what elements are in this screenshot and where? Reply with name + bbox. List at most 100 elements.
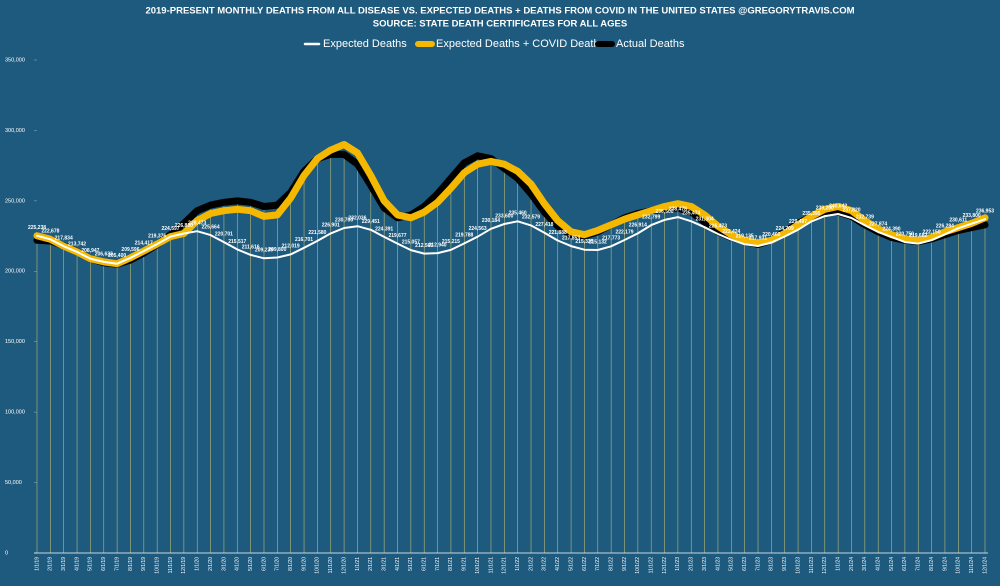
data-label: 217,773: [602, 236, 620, 242]
y-tick-label: 200,000: [5, 269, 25, 275]
data-label: 217,931: [749, 235, 767, 241]
data-label: 224,597: [161, 226, 179, 232]
x-tick-label: 2/1/20: [208, 557, 214, 571]
data-label: 211,616: [242, 244, 260, 250]
x-tick-label: 12/1/22: [662, 557, 668, 574]
data-label: 221,888: [549, 230, 567, 236]
x-tick-label: 12/1/19: [181, 557, 187, 574]
x-tick-label: 5/1/20: [248, 557, 254, 571]
x-tick-label: 6/1/23: [742, 557, 748, 571]
data-label: 230,700: [335, 217, 353, 223]
data-label: 214,417: [135, 240, 153, 246]
x-tick-label: 5/1/22: [568, 557, 574, 571]
x-tick-label: 6/1/22: [582, 557, 588, 571]
y-tick-label: 300,000: [5, 128, 25, 134]
data-label: 224,563: [469, 226, 487, 232]
x-tick-label: 8/1/24: [929, 557, 935, 571]
data-label: 225,238: [28, 225, 46, 231]
x-tick-label: 7/1/22: [595, 557, 601, 571]
x-tick-label: 6/1/20: [261, 557, 267, 571]
chart-subtitle: SOURCE: STATE DEATH CERTIFICATES FOR ALL…: [373, 19, 627, 30]
data-label: 222,424: [722, 229, 740, 235]
data-label: 226,284: [936, 224, 954, 230]
data-label: 224,391: [375, 226, 393, 232]
x-tick-label: 1/1/19: [34, 557, 40, 571]
x-tick-label: 8/1/19: [128, 557, 134, 571]
data-label: 213,742: [68, 241, 86, 247]
y-tick-label: 350,000: [5, 57, 25, 63]
x-tick-label: 4/1/20: [235, 557, 241, 571]
data-label: 240,642: [829, 203, 847, 209]
data-label: 233,800: [963, 213, 981, 219]
x-tick-label: 9/1/22: [622, 557, 628, 571]
data-label: 219,682: [909, 233, 927, 239]
data-label: 219,135: [736, 234, 754, 240]
x-tick-label: 3/1/19: [61, 557, 67, 571]
x-tick-label: 11/1/20: [328, 557, 334, 574]
x-tick-label: 9/1/20: [301, 557, 307, 571]
data-label: 220,750: [896, 231, 914, 237]
x-tick-label: 4/1/24: [876, 557, 882, 571]
data-label: 225,664: [202, 224, 220, 230]
x-tick-label: 7/1/20: [275, 557, 281, 571]
x-tick-label: 10/1/22: [635, 557, 641, 574]
data-label: 228,473: [188, 221, 206, 227]
x-tick-label: 10/1/23: [795, 557, 801, 574]
x-tick-label: 7/1/19: [114, 557, 120, 571]
x-tick-label: 3/1/23: [702, 557, 708, 571]
x-tick-label: 6/1/19: [101, 557, 107, 571]
data-label: 215,325: [575, 239, 593, 245]
x-tick-label: 11/1/23: [809, 557, 815, 574]
x-tick-label: 5/1/19: [88, 557, 94, 571]
x-tick-label: 9/1/19: [141, 557, 147, 571]
x-tick-label: 12/1/24: [982, 557, 988, 574]
y-tick-label: 150,000: [5, 339, 25, 345]
data-label: 232,799: [642, 214, 660, 220]
x-tick-label: 10/1/20: [315, 557, 321, 574]
data-label: 230,611: [949, 217, 967, 223]
x-tick-label: 12/1/21: [502, 557, 508, 574]
data-label: 226,914: [629, 223, 647, 229]
y-tick-label: 100,000: [5, 410, 25, 416]
x-tick-label: 1/1/21: [355, 557, 361, 571]
data-label: 215,132: [589, 239, 607, 245]
data-label: 215,057: [402, 239, 420, 245]
x-tick-label: 5/1/24: [889, 557, 895, 571]
legend-label: Expected Deaths: [323, 38, 407, 50]
data-label: 235,395: [802, 211, 820, 217]
series-line: [36, 213, 986, 265]
x-tick-label: 3/1/21: [381, 557, 387, 571]
data-label: 206,633: [95, 251, 113, 257]
x-tick-label: 6/1/21: [422, 557, 428, 571]
x-tick-label: 10/1/19: [154, 557, 160, 574]
x-tick-label: 9/1/21: [462, 557, 468, 571]
chart-title: 2019-PRESENT MONTHLY DEATHS FROM ALL DIS…: [145, 6, 854, 17]
x-tick-label: 9/1/24: [942, 557, 948, 571]
x-tick-label: 9/1/23: [782, 557, 788, 571]
data-label: 229,451: [362, 219, 380, 225]
x-tick-label: 11/1/24: [969, 557, 975, 574]
x-tick-label: 4/1/19: [74, 557, 80, 571]
legend-label: Actual Deaths: [616, 38, 685, 50]
data-label: 222,150: [923, 229, 941, 235]
x-tick-label: 3/1/24: [862, 557, 868, 571]
data-label: 212,019: [282, 244, 300, 250]
x-tick-label: 12/1/20: [341, 557, 347, 574]
data-label: 205,400: [108, 253, 126, 259]
data-label: 236,953: [976, 209, 994, 215]
data-label: 232,036: [348, 215, 366, 221]
data-label: 238,478: [669, 206, 687, 212]
data-label: 226,473: [709, 223, 727, 229]
x-tick-label: 2/1/19: [48, 557, 54, 571]
x-tick-label: 1/1/24: [835, 557, 841, 571]
x-tick-label: 1/1/23: [675, 557, 681, 571]
data-label: 232,579: [522, 215, 540, 221]
y-tick-label: 50,000: [5, 480, 22, 486]
data-label: 215,215: [442, 239, 460, 245]
legend-label: Expected Deaths + COVID Deaths: [436, 38, 606, 50]
x-tick-label: 8/1/20: [288, 557, 294, 571]
x-tick-label: 8/1/21: [448, 557, 454, 571]
x-tick-label: 2/1/24: [849, 557, 855, 571]
data-label: 222,179: [615, 229, 633, 235]
